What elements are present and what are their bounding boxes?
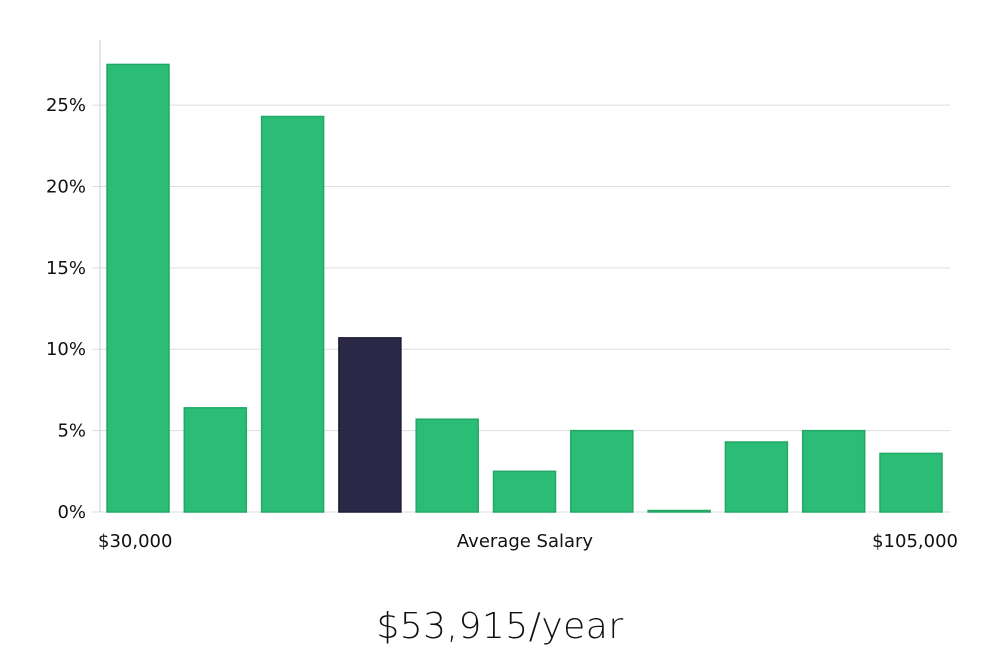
y-tick-label: 20% — [46, 176, 86, 197]
bars — [106, 63, 943, 513]
bar — [647, 509, 711, 513]
y-tick-label: 25% — [46, 95, 86, 116]
x-axis-label: Average Salary — [457, 531, 594, 552]
average-salary-value: $53,915/year — [376, 606, 624, 647]
y-tick-labels: 0% 5% 10% 15% 20% 25% — [46, 95, 86, 523]
x-start-label: $30,000 — [98, 531, 172, 552]
y-tick-label: 0% — [57, 502, 86, 523]
bar — [570, 429, 634, 513]
bar — [260, 115, 325, 513]
salary-histogram: 0%5%10%15%20%25% $30,000 Average Salary … — [46, 40, 958, 552]
bar — [106, 63, 170, 513]
bar — [415, 418, 479, 513]
bar — [879, 452, 943, 513]
x-end-label: $105,000 — [872, 531, 958, 552]
bar — [724, 441, 789, 513]
bar — [492, 470, 557, 513]
bar — [183, 407, 248, 513]
y-tick-label: 5% — [57, 421, 86, 442]
y-tick-label: 10% — [46, 339, 86, 360]
bar-highlighted — [338, 337, 402, 513]
y-tick-label: 15% — [46, 258, 86, 279]
bar — [801, 429, 866, 513]
